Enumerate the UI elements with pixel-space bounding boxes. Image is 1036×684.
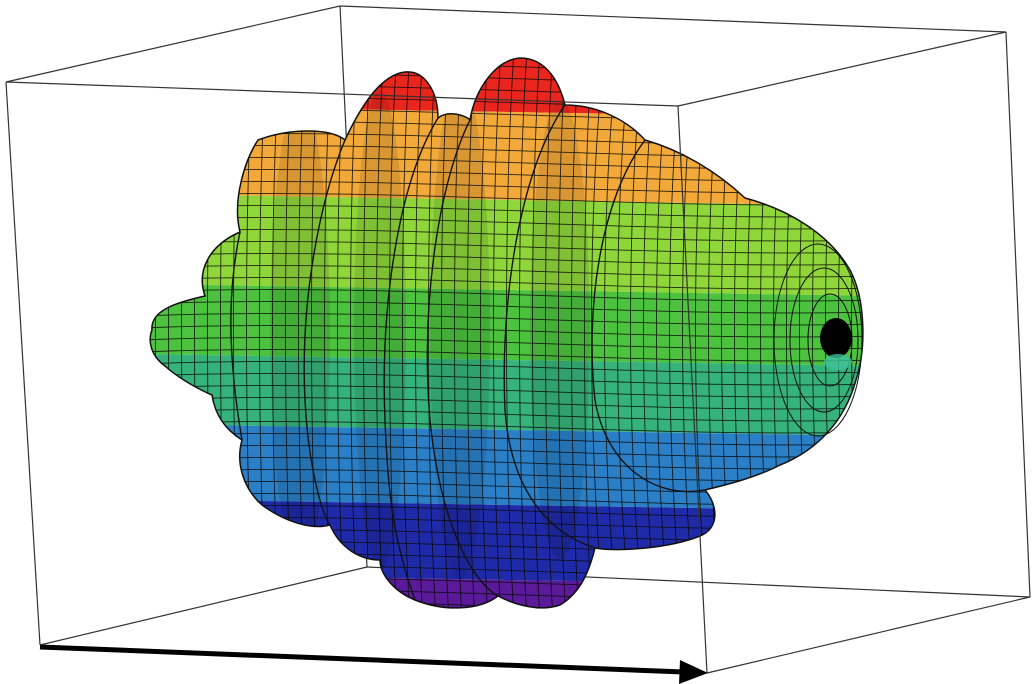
band-violet — [150, 574, 863, 608]
box-edge — [5, 5, 341, 83]
mesh-line — [150, 385, 863, 398]
box-edge — [39, 566, 368, 646]
mesh-line — [402, 58, 411, 608]
mesh-line — [150, 205, 863, 218]
box-edge — [5, 81, 41, 646]
mesh-line — [493, 58, 502, 608]
mesh-line — [150, 253, 863, 266]
axis-arrow — [39, 644, 708, 684]
lobe-shadow — [270, 100, 330, 560]
lobe-shadow — [530, 100, 590, 560]
opening-rim — [824, 354, 852, 370]
box-edge — [677, 105, 708, 674]
mesh-line — [506, 58, 515, 608]
lobe-ridge — [426, 119, 499, 597]
box-edge — [677, 31, 1007, 107]
lobe-ridge — [230, 231, 243, 441]
bounding-box-front-edges — [5, 31, 1031, 674]
mesh-line — [604, 58, 619, 608]
mesh-line — [150, 265, 863, 278]
axis-arrow-shaft — [39, 644, 685, 675]
mesh-line — [150, 289, 863, 302]
band-green — [150, 284, 863, 366]
radiation-pattern-surface — [149, 50, 879, 620]
mesh-line — [415, 58, 424, 608]
mesh-line — [150, 58, 151, 608]
lobe-ridge — [503, 104, 596, 549]
mesh-line — [571, 58, 580, 608]
axis-arrowhead — [679, 660, 708, 684]
mesh-line — [150, 313, 863, 326]
mesh-line — [150, 337, 863, 350]
mesh-line — [150, 361, 863, 374]
surface-opening — [820, 318, 852, 358]
box-edge — [706, 596, 1031, 674]
mesh-line — [150, 409, 863, 422]
mesh-line — [150, 58, 863, 62]
cap-ring — [773, 243, 863, 437]
mesh-line — [150, 229, 863, 242]
lobe-ridge — [591, 139, 706, 493]
mesh-line — [454, 58, 463, 608]
box-edge — [5, 81, 679, 107]
lobe-ridges — [230, 104, 706, 601]
lobe-shadow — [430, 80, 490, 580]
mesh-line — [363, 58, 372, 608]
cap-ring — [789, 267, 859, 413]
lobe-shadow — [354, 90, 406, 570]
mesh-line — [532, 58, 541, 608]
mesh-line — [376, 58, 385, 608]
lobe-ridge — [383, 117, 439, 601]
lobe-ridge — [303, 139, 346, 526]
mesh-line — [150, 241, 863, 254]
mesh-line — [150, 325, 863, 338]
mesh-line — [545, 58, 554, 608]
mesh-line — [441, 58, 450, 608]
mesh-line — [389, 58, 398, 608]
mesh-line — [467, 58, 476, 608]
mesh-line — [480, 58, 489, 608]
band-red — [150, 58, 863, 118]
mesh-line — [150, 601, 863, 608]
mesh-line — [150, 349, 863, 362]
box-edge — [339, 5, 1007, 33]
box-edge — [1005, 31, 1031, 598]
mesh-line — [150, 301, 863, 314]
mesh-line — [150, 217, 863, 230]
band-light-blue — [150, 424, 863, 511]
mesh-line — [150, 433, 863, 446]
mesh-line — [150, 373, 863, 386]
end-cap-rings — [773, 243, 863, 437]
mesh-line — [558, 58, 567, 608]
mesh-line — [519, 58, 528, 608]
mesh-line — [865, 50, 879, 620]
mesh-line — [150, 397, 863, 410]
cap-ring — [807, 293, 853, 387]
mesh-line — [150, 445, 863, 458]
mesh-line — [150, 421, 863, 434]
